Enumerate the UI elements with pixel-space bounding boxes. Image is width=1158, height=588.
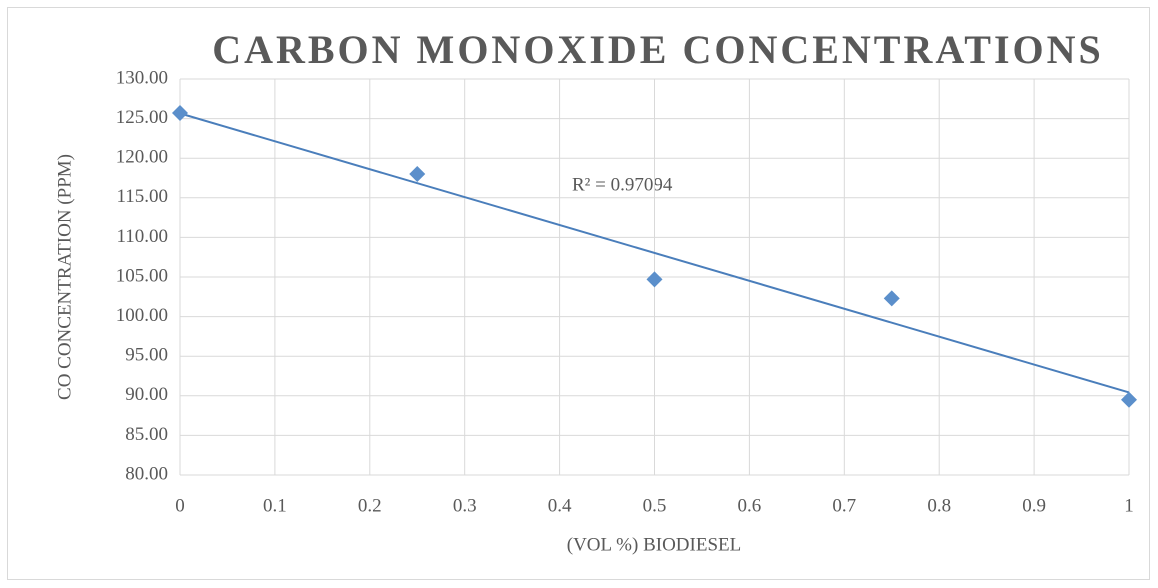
data-point <box>172 105 188 122</box>
data-point <box>1121 391 1137 408</box>
annotation: R² = 0.97094 <box>572 174 673 195</box>
y-tick-label: 110.00 <box>116 226 168 247</box>
y-tick-label: 105.00 <box>116 265 168 286</box>
trendline <box>179 112 1130 394</box>
x-tick-label: 0.1 <box>263 495 287 516</box>
x-tick-label: 0.8 <box>927 495 951 516</box>
y-tick-label: 120.00 <box>116 147 168 168</box>
y-tick-label: 100.00 <box>116 305 168 326</box>
x-tick-label: 0.4 <box>548 495 572 516</box>
chart-title: CARBON MONOXIDE CONCENTRATIONS <box>212 27 1104 72</box>
y-tick-label: 125.00 <box>116 107 168 128</box>
x-tick-label: 0 <box>175 495 185 516</box>
x-tick-label: 0.3 <box>453 495 477 516</box>
y-tick-label: 115.00 <box>116 186 168 207</box>
x-tick-label: 0.5 <box>643 495 667 516</box>
chart-border <box>7 7 1150 580</box>
y-tick-label: 85.00 <box>125 424 168 445</box>
data-point <box>883 290 900 307</box>
y-tick-label: 80.00 <box>125 463 168 484</box>
x-tick-label: 1 <box>1124 495 1134 516</box>
x-tick-label: 0.6 <box>738 495 762 516</box>
y-tick-label: 90.00 <box>125 384 168 405</box>
y-axis-label: CO CONCENTRATION (PPM) <box>54 154 75 400</box>
x-axis-label: (VOL %) BIODIESEL <box>567 534 741 555</box>
x-tick-label: 0.2 <box>358 495 382 516</box>
y-tick-label: 130.00 <box>116 67 168 88</box>
data-point <box>409 166 426 183</box>
y-tick-label: 95.00 <box>125 345 168 366</box>
data-point <box>646 271 663 288</box>
x-tick-label: 0.9 <box>1022 495 1046 516</box>
x-tick-label: 0.7 <box>832 495 856 516</box>
